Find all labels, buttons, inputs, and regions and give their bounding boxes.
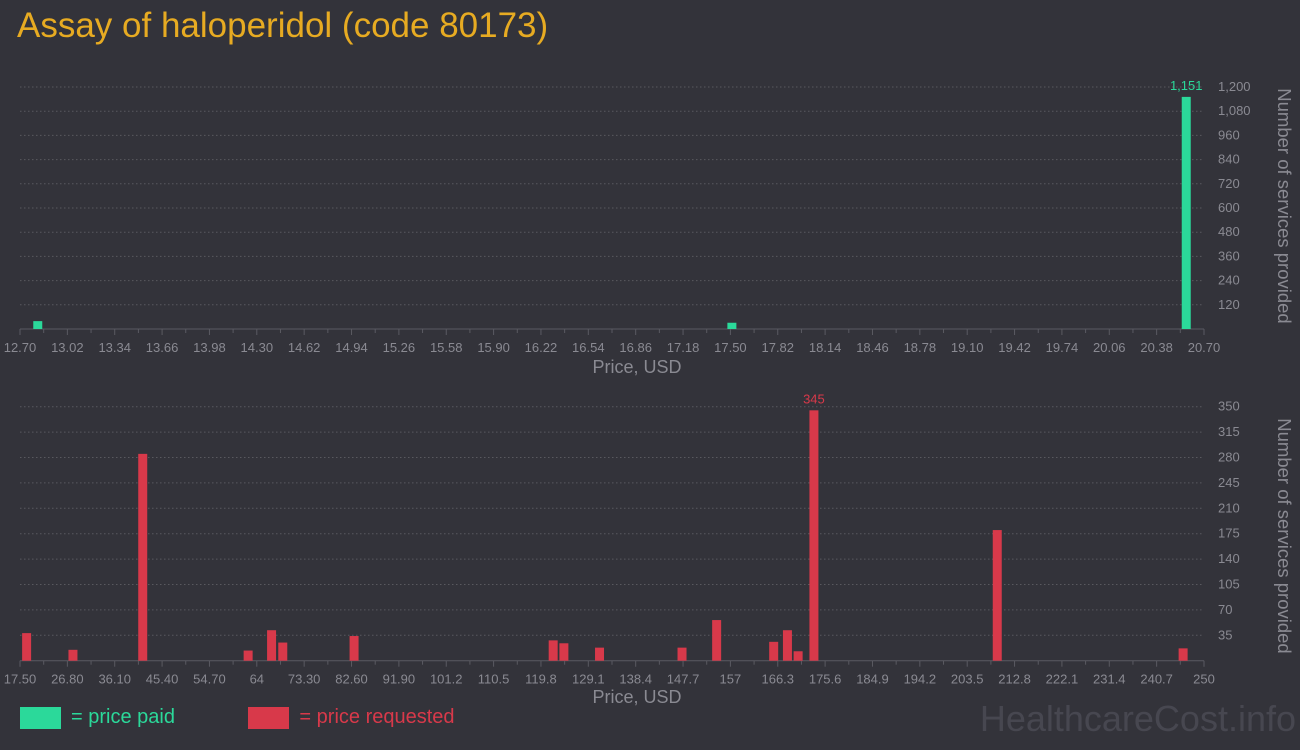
svg-text:18.78: 18.78 — [904, 340, 937, 355]
svg-text:17.50: 17.50 — [714, 340, 747, 355]
svg-text:350: 350 — [1218, 399, 1240, 414]
svg-text:26.80: 26.80 — [51, 672, 84, 687]
svg-text:315: 315 — [1218, 424, 1240, 439]
svg-text:140: 140 — [1218, 551, 1240, 566]
svg-text:13.34: 13.34 — [98, 340, 131, 355]
svg-text:1,151: 1,151 — [1170, 78, 1203, 93]
svg-text:Price, USD: Price, USD — [592, 687, 681, 707]
svg-text:245: 245 — [1218, 475, 1240, 490]
svg-text:119.8: 119.8 — [525, 672, 557, 687]
svg-text:12.70: 12.70 — [4, 340, 37, 355]
svg-text:14.30: 14.30 — [241, 340, 274, 355]
svg-text:20.06: 20.06 — [1093, 340, 1126, 355]
svg-text:14.94: 14.94 — [335, 340, 368, 355]
svg-text:105: 105 — [1218, 577, 1240, 592]
svg-text:138.4: 138.4 — [619, 672, 652, 687]
svg-text:101.2: 101.2 — [430, 672, 463, 687]
svg-text:203.5: 203.5 — [951, 672, 984, 687]
svg-text:231.4: 231.4 — [1093, 672, 1126, 687]
svg-text:70: 70 — [1218, 602, 1232, 617]
svg-text:212.8: 212.8 — [998, 672, 1031, 687]
svg-text:129.1: 129.1 — [572, 672, 605, 687]
svg-text:17.82: 17.82 — [761, 340, 794, 355]
svg-text:Number of services provided: Number of services provided — [1274, 88, 1295, 323]
svg-text:360: 360 — [1218, 248, 1240, 263]
svg-text:15.58: 15.58 — [430, 340, 463, 355]
svg-text:Number of services provided: Number of services provided — [1274, 418, 1295, 653]
svg-text:240.7: 240.7 — [1140, 672, 1173, 687]
svg-text:45.40: 45.40 — [146, 672, 179, 687]
svg-text:240: 240 — [1218, 273, 1240, 288]
svg-text:184.9: 184.9 — [856, 672, 889, 687]
svg-text:20.38: 20.38 — [1140, 340, 1173, 355]
svg-text:16.54: 16.54 — [572, 340, 605, 355]
svg-text:64: 64 — [250, 672, 264, 687]
svg-text:480: 480 — [1218, 224, 1240, 239]
svg-text:14.62: 14.62 — [288, 340, 321, 355]
svg-text:280: 280 — [1218, 450, 1240, 465]
svg-text:13.98: 13.98 — [193, 340, 226, 355]
svg-text:166.3: 166.3 — [761, 672, 794, 687]
svg-text:54.70: 54.70 — [193, 672, 226, 687]
svg-text:720: 720 — [1218, 176, 1240, 191]
svg-text:120: 120 — [1218, 297, 1240, 312]
svg-text:16.22: 16.22 — [525, 340, 558, 355]
svg-text:91.90: 91.90 — [383, 672, 416, 687]
svg-text:147.7: 147.7 — [667, 672, 700, 687]
svg-text:840: 840 — [1218, 152, 1240, 167]
svg-text:175.6: 175.6 — [809, 672, 842, 687]
svg-text:17.50: 17.50 — [4, 672, 37, 687]
svg-text:15.26: 15.26 — [383, 340, 416, 355]
svg-text:19.42: 19.42 — [998, 340, 1031, 355]
svg-text:345: 345 — [803, 391, 825, 406]
svg-text:194.2: 194.2 — [904, 672, 937, 687]
svg-text:Price, USD: Price, USD — [592, 357, 681, 377]
svg-text:35: 35 — [1218, 627, 1232, 642]
svg-text:250: 250 — [1193, 672, 1215, 687]
svg-text:210: 210 — [1218, 500, 1240, 515]
svg-text:36.10: 36.10 — [98, 672, 131, 687]
svg-text:222.1: 222.1 — [1046, 672, 1079, 687]
svg-text:18.14: 18.14 — [809, 340, 842, 355]
svg-text:17.18: 17.18 — [667, 340, 700, 355]
svg-text:15.90: 15.90 — [477, 340, 510, 355]
svg-text:960: 960 — [1218, 127, 1240, 142]
svg-text:73.30: 73.30 — [288, 672, 321, 687]
svg-text:110.5: 110.5 — [478, 672, 510, 687]
svg-text:19.10: 19.10 — [951, 340, 984, 355]
svg-text:175: 175 — [1218, 526, 1240, 541]
svg-text:13.02: 13.02 — [51, 340, 84, 355]
svg-text:157: 157 — [720, 672, 742, 687]
svg-text:16.86: 16.86 — [619, 340, 652, 355]
svg-text:82.60: 82.60 — [335, 672, 368, 687]
svg-text:20.70: 20.70 — [1188, 340, 1221, 355]
svg-text:600: 600 — [1218, 200, 1240, 215]
svg-text:1,200: 1,200 — [1218, 79, 1251, 94]
svg-text:1,080: 1,080 — [1218, 103, 1251, 118]
svg-text:19.74: 19.74 — [1046, 340, 1079, 355]
svg-text:18.46: 18.46 — [856, 340, 889, 355]
svg-text:13.66: 13.66 — [146, 340, 179, 355]
